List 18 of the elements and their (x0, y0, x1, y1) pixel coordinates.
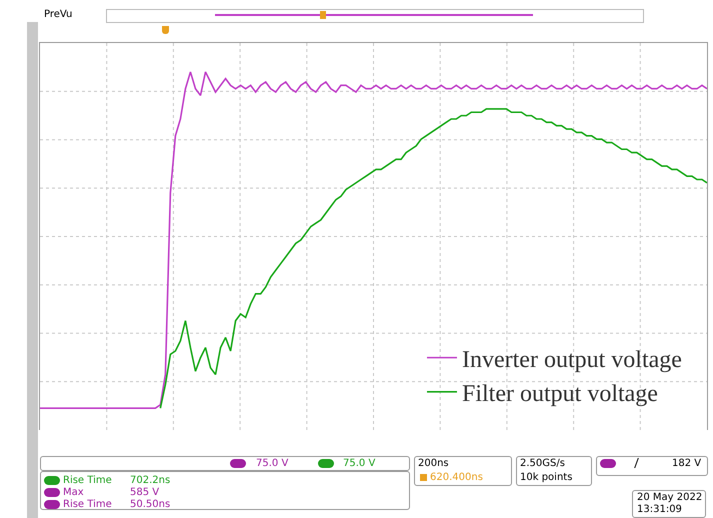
text: 13:31:09 (637, 504, 682, 516)
text: 2.50GS/s (520, 458, 565, 470)
text: PreVu (44, 9, 72, 21)
legend-label: Inverter output voltage (462, 346, 682, 373)
legend-label: Filter output voltage (462, 381, 658, 408)
text: 702.2ns (130, 475, 170, 487)
text: Max (63, 487, 84, 499)
text: 75.0 V (343, 458, 376, 470)
text: Rise Time (63, 475, 112, 487)
text: 620.400ns (430, 472, 483, 484)
text: 585 V (130, 487, 160, 499)
text: 10k points (520, 472, 572, 484)
text: 20 May 2022 (637, 492, 702, 504)
text: 50.50ns (130, 499, 170, 511)
text: Rise Time (63, 499, 112, 511)
text: 182 V (672, 458, 702, 470)
text: 200ns (418, 458, 449, 470)
text: 75.0 V (256, 458, 288, 470)
